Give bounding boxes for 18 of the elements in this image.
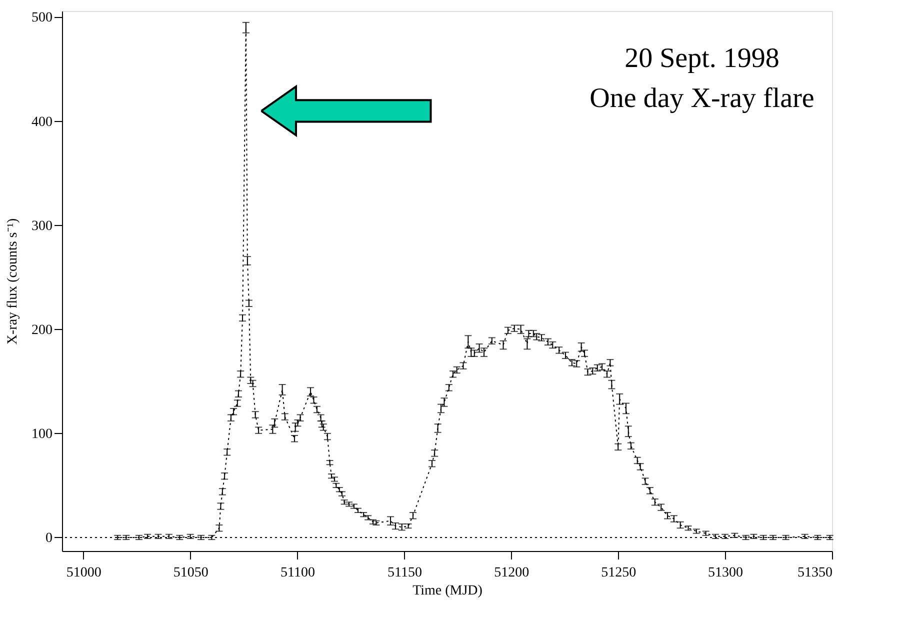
x-tick-label: 51100 — [280, 566, 316, 580]
y-tick-label: 400 — [32, 114, 52, 130]
x-tick-label: 51350 — [798, 566, 832, 580]
y-tick-label: 300 — [32, 218, 52, 234]
x-axis-title: Time (MJD) — [412, 584, 483, 598]
annotation: 20 Sept. 1998 — [624, 43, 780, 74]
y-tick-label: 100 — [32, 426, 52, 442]
x-tick-label: 51300 — [708, 566, 744, 580]
y-tick-label: 200 — [32, 322, 52, 338]
annotation: One day X-ray flare — [590, 83, 814, 114]
y-axis-title: X-ray flux (counts s⁻¹) — [6, 218, 20, 345]
y-tick-label: 0 — [46, 530, 52, 546]
x-tick-label: 51250 — [601, 566, 636, 580]
x-tick-label: 51050 — [173, 566, 208, 580]
y-tick-label: 500 — [32, 10, 52, 26]
x-tick-label: 51150 — [387, 566, 422, 580]
x-tick-label: 51200 — [494, 566, 530, 580]
x-tick-label: 51000 — [66, 566, 102, 580]
